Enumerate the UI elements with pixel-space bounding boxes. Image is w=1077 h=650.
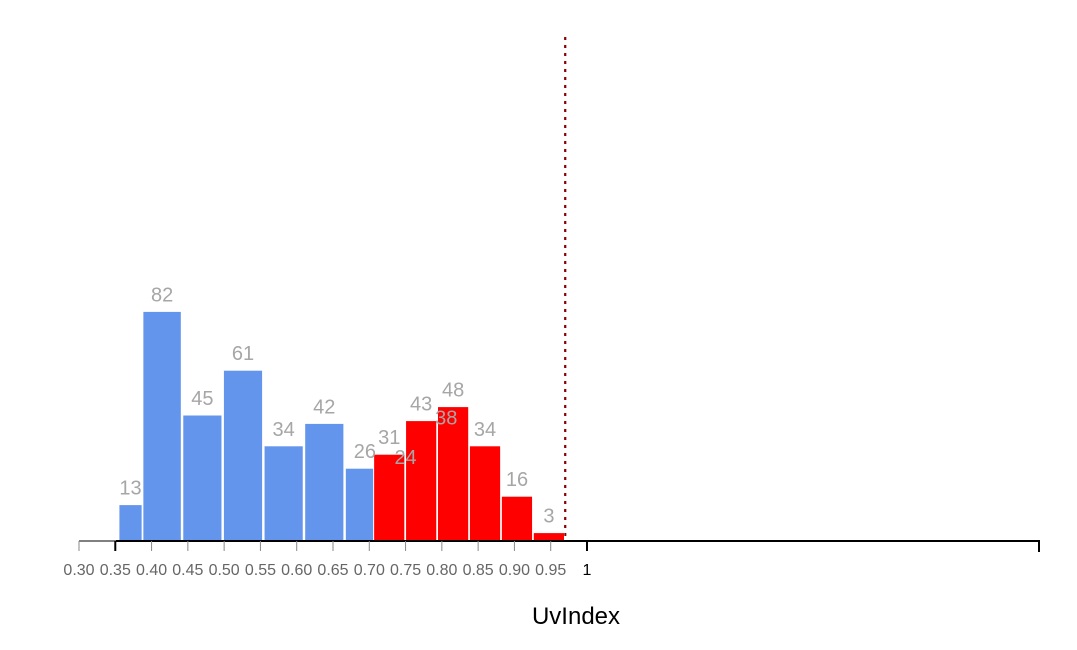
x-tick-label: 0.95	[535, 562, 566, 579]
x-axis: 0.30 0.35 0.40 0.45 0.50 0.55 0.60 0.65 0.70 0.75…	[63, 540, 1040, 579]
x-tick-label: 0.40	[136, 562, 167, 579]
histogram-bar	[182, 414, 223, 542]
bar-value-label: 45	[191, 388, 213, 410]
histogram-bar	[405, 420, 438, 542]
bar-value-label: 82	[151, 284, 173, 306]
histogram-bar	[532, 532, 565, 542]
histogram-bar	[304, 422, 345, 542]
histogram-bar	[142, 310, 182, 542]
histogram-bar	[118, 504, 143, 542]
x-axis-title: UvIndex	[532, 603, 620, 630]
x-tick-label: 0.90	[499, 562, 530, 579]
x-tick-label: 0.35	[100, 562, 131, 579]
bar-value-label: 61	[232, 343, 254, 365]
x-tick-label: 0.65	[317, 562, 348, 579]
histogram-bar	[500, 495, 534, 542]
x-tick-label: 0.70	[354, 562, 385, 579]
x-tick-label: 0.30	[63, 562, 94, 579]
histogram-bar	[468, 445, 502, 542]
bar-value-label: 16	[506, 469, 528, 491]
x-tick-label: 0.55	[245, 562, 276, 579]
bar-value-label: 13	[119, 478, 141, 500]
histogram-bar	[373, 453, 406, 542]
bar-value-label: 26	[354, 441, 376, 463]
bar-value-label: 34	[474, 419, 496, 441]
bar-value-label: 43	[410, 394, 432, 416]
bar-value-label: 24	[394, 447, 416, 469]
x-tick-label: 0.75	[390, 562, 421, 579]
x-tick-label: 0.50	[209, 562, 240, 579]
bar-value-label: 48	[442, 380, 464, 402]
histogram-bar	[263, 445, 304, 542]
x-tick-label: 0.45	[172, 562, 203, 579]
bar-value-label: 31	[378, 427, 400, 449]
bars-layer	[118, 310, 565, 542]
x-tick-label: 0.85	[463, 562, 494, 579]
x-tick-label: 1	[583, 562, 592, 579]
bar-value-label: 3	[543, 506, 554, 528]
bar-value-label: 38	[435, 408, 457, 430]
x-tick-label: 0.80	[426, 562, 457, 579]
bar-labels-layer: 13 82 45 61 34 42 26 24 38 31 43 48 34 16 3	[119, 37, 567, 541]
histogram-bar	[222, 369, 264, 542]
bar-value-label: 42	[313, 396, 335, 418]
x-tick-label: 0.60	[281, 562, 312, 579]
bar-value-label: 34	[273, 419, 295, 441]
